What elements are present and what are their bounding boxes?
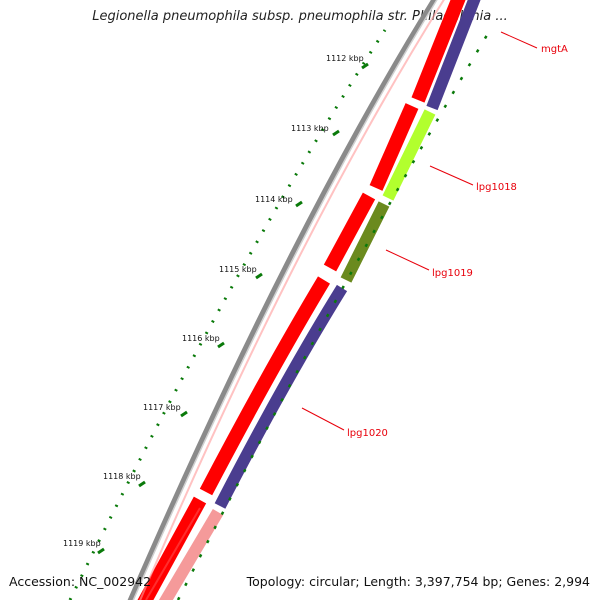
- tick-label: 1119 kbp: [63, 539, 101, 548]
- gene-name: lpg1020: [347, 428, 388, 439]
- gene-block-lpg1018[interactable]: [382, 109, 436, 201]
- gene-block-lower[interactable]: [158, 508, 224, 600]
- cds-highlight: [139, 0, 445, 600]
- outer-ticks: [176, 29, 492, 600]
- topology-summary: Topology: circular; Length: 3,397,754 bp…: [246, 574, 590, 589]
- tick-1117: 1117 kbp: [143, 403, 188, 418]
- tick-1115: 1115 kbp: [219, 265, 263, 280]
- tick-label: 1117 kbp: [143, 403, 181, 412]
- tick-label: 1112 kbp: [326, 54, 364, 63]
- tick-1118: 1118 kbp: [103, 472, 146, 488]
- tick-label: 1114 kbp: [255, 195, 293, 204]
- cds-block-lpg1020[interactable]: [199, 276, 331, 496]
- tick-label: 1115 kbp: [219, 265, 257, 274]
- gene-block-lpg1019[interactable]: [340, 201, 390, 283]
- accession-label: Accession: NC_002942: [9, 574, 152, 589]
- cds-block-lower-faded: [145, 507, 201, 600]
- backbone-track: [127, 0, 437, 600]
- genome-title: Legionella pneumophila subsp. pneumophil…: [92, 9, 508, 24]
- tick-1116: 1116 kbp: [182, 334, 225, 349]
- cds-block-mgtA[interactable]: [411, 0, 466, 103]
- gene-label-lpg1018[interactable]: lpg1018: [429, 165, 517, 193]
- backbone-highlight: [132, 0, 438, 600]
- gene-label-lpg1019[interactable]: lpg1019: [385, 249, 473, 279]
- tick-label: 1116 kbp: [182, 334, 220, 343]
- gene-name: lpg1018: [476, 182, 517, 193]
- tick-1113: 1113 kbp: [291, 124, 340, 137]
- cds-block-1[interactable]: [369, 103, 419, 191]
- tick-label: 1113 kbp: [291, 124, 329, 133]
- gene-name: mgtA: [541, 44, 568, 55]
- gene-name: lpg1019: [432, 268, 473, 279]
- tick-1112: 1112 kbp: [326, 54, 369, 70]
- gene-label-mgtA[interactable]: mgtA: [500, 31, 568, 55]
- tick-1114: 1114 kbp: [255, 195, 303, 208]
- tick-label: 1118 kbp: [103, 472, 141, 481]
- cds-block-2[interactable]: [323, 192, 376, 272]
- tick-1119: 1119 kbp: [63, 539, 105, 555]
- gene-block-mgtA[interactable]: [426, 0, 481, 111]
- scale-dots: [68, 29, 387, 600]
- gene-block-lpg1020[interactable]: [214, 284, 348, 509]
- gene-label-lpg1020[interactable]: lpg1020: [301, 407, 388, 439]
